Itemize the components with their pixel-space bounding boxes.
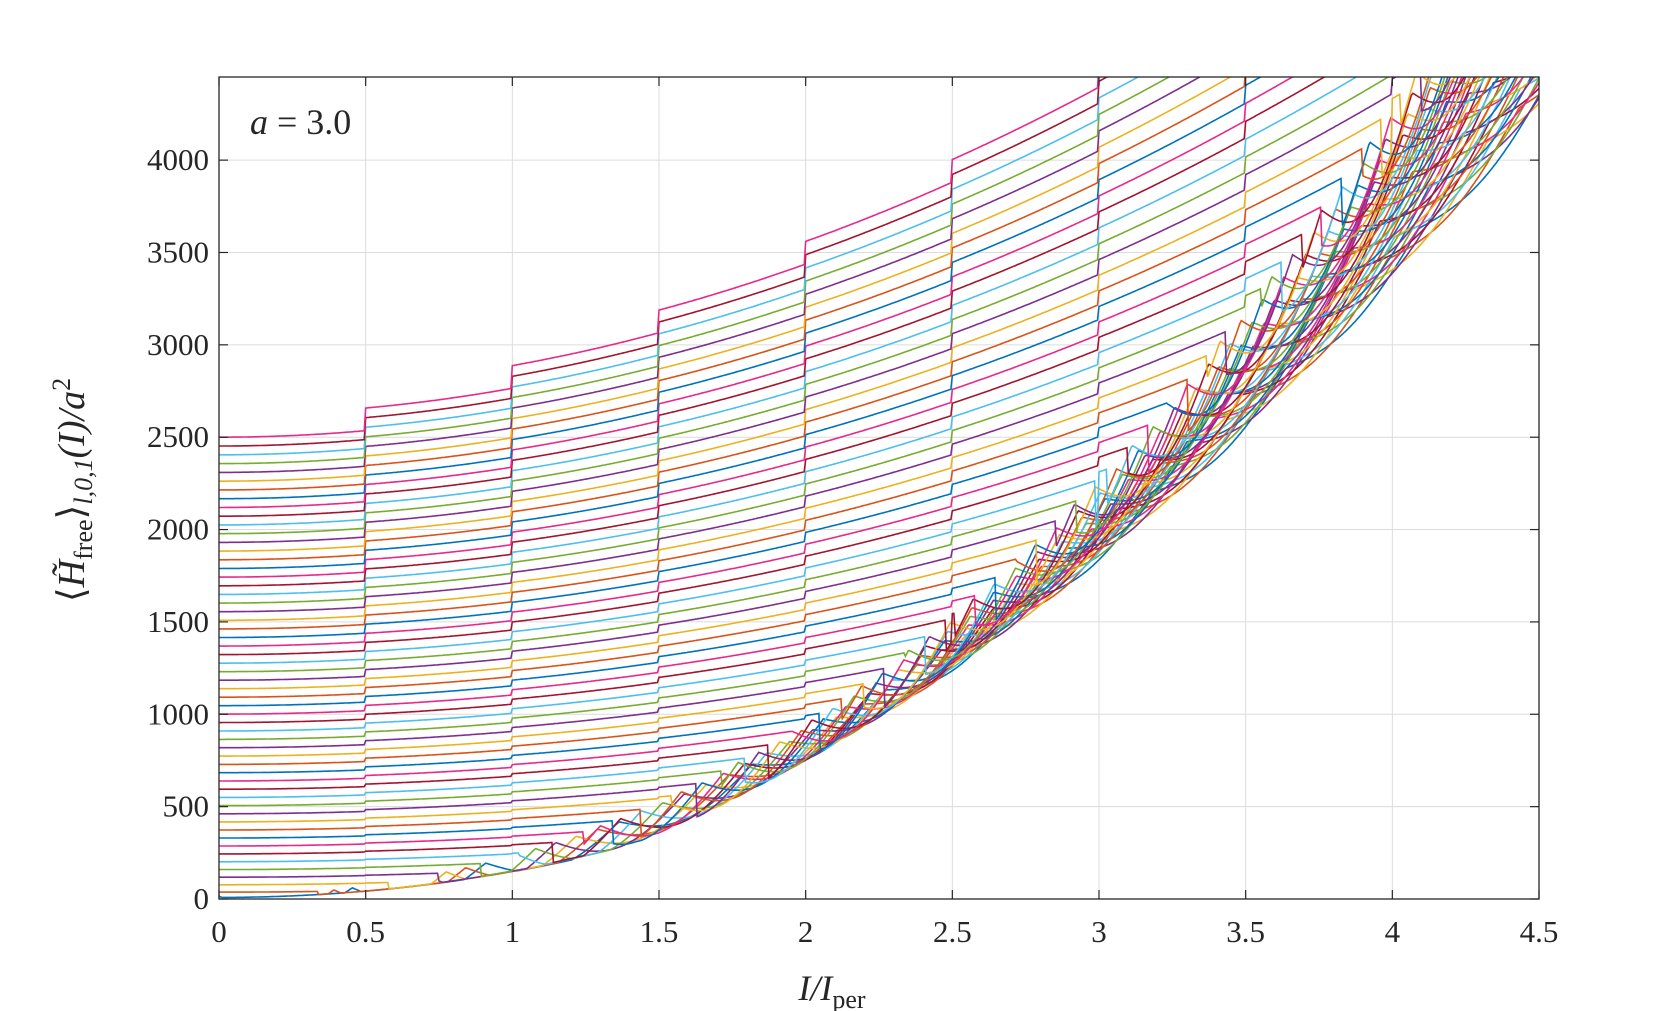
series-line	[219, 77, 1390, 535]
series-line	[219, 77, 1505, 766]
x-tick-label: 2.5	[933, 914, 972, 949]
data-curves	[219, 77, 1539, 899]
series-line	[219, 77, 1449, 639]
x-tick-label: 3	[1091, 914, 1107, 949]
series-line	[219, 77, 1476, 656]
series-line	[219, 77, 1100, 439]
x-axis-label: I/Iper	[797, 968, 866, 1011]
series-line	[219, 77, 1456, 578]
series-line	[219, 77, 1501, 707]
x-tick-labels: 0 0.5 1 1.5 2 2.5 3 3.5 4 4.5	[211, 914, 1558, 949]
y-label-close: ⟩	[51, 505, 93, 520]
axis-ticks	[218, 77, 1540, 900]
y-label-sup: 2	[47, 378, 76, 391]
series-line	[219, 77, 1459, 613]
x-tick-label: 2	[798, 914, 814, 949]
y-label-sub2: l,0,1	[69, 458, 98, 504]
series-line	[219, 77, 1202, 474]
series-line	[219, 77, 1488, 673]
series-line	[219, 97, 1539, 884]
series-line	[219, 77, 1525, 782]
series-line	[219, 77, 1499, 732]
x-tick-label: 1	[505, 914, 521, 949]
x-tick-label: 4	[1385, 914, 1401, 949]
y-tick-labels: 0 500 1000 1500 2000 2500 3000 3500 4000	[147, 142, 209, 916]
y-label-h: H̃	[51, 557, 93, 588]
series-line	[219, 77, 1466, 587]
series-line	[219, 77, 1535, 818]
x-tick-label: 0	[211, 914, 227, 949]
y-tick-label: 1000	[147, 696, 209, 731]
series-line	[219, 77, 1140, 456]
series-line	[219, 77, 1294, 509]
y-label-mid: (I)/a	[51, 391, 93, 459]
series-line	[219, 77, 1486, 724]
series-line	[219, 77, 1467, 682]
x-axis-label-sub: per	[832, 985, 866, 1011]
plot-frame	[218, 76, 1540, 900]
y-axis-label: ⟨H̃free⟩l,0,1(I)/a2	[47, 378, 98, 602]
y-tick-label: 3000	[147, 327, 209, 362]
series-line	[219, 77, 1430, 561]
series-line	[219, 77, 1432, 596]
series-line	[219, 77, 1471, 715]
series-line	[219, 77, 1471, 622]
series-line	[219, 77, 1232, 483]
series-line	[219, 77, 1326, 518]
annotation-label: a = 3.0	[250, 102, 351, 142]
y-tick-label: 3500	[147, 234, 209, 269]
series-line	[219, 77, 1246, 491]
x-tick-label: 3.5	[1226, 914, 1265, 949]
y-label-open: ⟨	[51, 587, 93, 602]
y-tick-label: 2000	[147, 512, 209, 547]
y-tick-label: 2500	[147, 419, 209, 454]
series-line	[219, 77, 1512, 749]
series-line	[219, 77, 1514, 791]
series-line	[219, 87, 1539, 864]
x-tick-label: 0.5	[346, 914, 385, 949]
series-line	[219, 77, 1109, 447]
x-axis-label-main: I/I	[797, 968, 834, 1008]
series-line	[219, 77, 1171, 465]
series-line	[219, 77, 1452, 544]
x-tick-label: 1.5	[640, 914, 679, 949]
series-line	[219, 77, 1358, 526]
series-line	[219, 77, 1446, 604]
y-tick-label: 1500	[147, 604, 209, 639]
series-line	[219, 77, 1491, 757]
x-tick-label: 4.5	[1520, 914, 1559, 949]
y-tick-label: 500	[163, 789, 210, 824]
series-line	[219, 77, 1457, 552]
y-tick-label: 4000	[147, 142, 209, 177]
series-line	[219, 77, 1263, 500]
annotation-eq: = 3.0	[268, 102, 351, 142]
y-label-sub1: free	[69, 519, 98, 559]
series-line	[219, 77, 1517, 774]
y-tick-label: 0	[194, 881, 210, 916]
series-line	[219, 94, 1539, 896]
series-line	[219, 77, 1443, 570]
annotation-var: a	[250, 102, 268, 142]
series-line	[219, 77, 1537, 823]
